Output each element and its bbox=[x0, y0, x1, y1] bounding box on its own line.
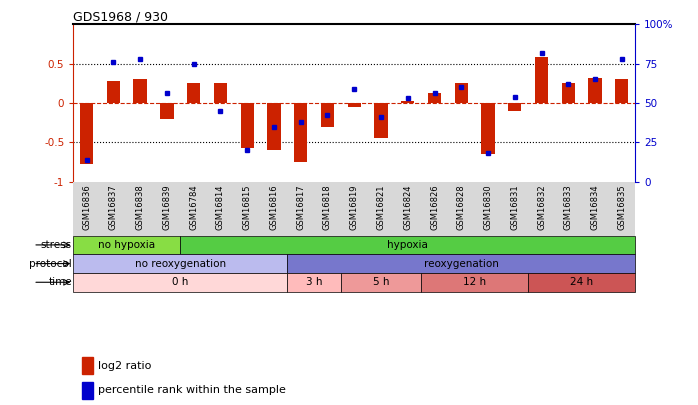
Bar bbox=[73, 273, 288, 292]
Bar bbox=[82, 382, 93, 399]
Text: GSM16824: GSM16824 bbox=[403, 184, 413, 230]
Text: GSM16831: GSM16831 bbox=[510, 184, 519, 230]
Text: 3 h: 3 h bbox=[306, 277, 322, 287]
Text: GSM16818: GSM16818 bbox=[323, 184, 332, 230]
Bar bbox=[401, 101, 415, 103]
Text: GDS1968 / 930: GDS1968 / 930 bbox=[73, 10, 168, 23]
Bar bbox=[615, 79, 628, 103]
Bar bbox=[107, 81, 120, 103]
Text: no hypoxia: no hypoxia bbox=[98, 240, 156, 250]
Bar bbox=[341, 273, 421, 292]
Bar bbox=[161, 103, 174, 119]
Text: 12 h: 12 h bbox=[463, 277, 487, 287]
Text: no reoxygenation: no reoxygenation bbox=[135, 258, 226, 269]
Bar bbox=[482, 103, 495, 154]
Bar bbox=[288, 254, 635, 273]
Bar bbox=[562, 83, 575, 103]
Text: GSM16826: GSM16826 bbox=[430, 184, 439, 230]
Bar bbox=[73, 236, 180, 254]
Bar bbox=[288, 273, 341, 292]
Text: GSM16838: GSM16838 bbox=[135, 184, 144, 230]
Bar bbox=[348, 103, 361, 107]
Bar bbox=[82, 357, 93, 374]
Text: protocol: protocol bbox=[29, 258, 72, 269]
Bar bbox=[428, 94, 441, 103]
Bar bbox=[180, 236, 635, 254]
Text: stress: stress bbox=[40, 240, 72, 250]
Text: percentile rank within the sample: percentile rank within the sample bbox=[98, 385, 286, 395]
Text: GSM16834: GSM16834 bbox=[591, 184, 600, 230]
Text: GSM16819: GSM16819 bbox=[350, 184, 359, 230]
Text: GSM16817: GSM16817 bbox=[296, 184, 305, 230]
Text: 0 h: 0 h bbox=[172, 277, 188, 287]
Bar bbox=[133, 79, 147, 103]
Bar bbox=[528, 273, 635, 292]
Text: GSM16784: GSM16784 bbox=[189, 184, 198, 230]
Bar bbox=[73, 254, 288, 273]
Bar bbox=[294, 103, 307, 162]
Text: reoxygenation: reoxygenation bbox=[424, 258, 498, 269]
Text: 24 h: 24 h bbox=[570, 277, 593, 287]
Text: GSM16836: GSM16836 bbox=[82, 184, 91, 230]
Text: time: time bbox=[48, 277, 72, 287]
Bar bbox=[80, 103, 94, 164]
Text: GSM16837: GSM16837 bbox=[109, 184, 118, 230]
Bar bbox=[187, 83, 200, 103]
Bar bbox=[267, 103, 281, 150]
Bar bbox=[535, 58, 548, 103]
Bar bbox=[241, 103, 254, 148]
Bar bbox=[421, 273, 528, 292]
Text: GSM16830: GSM16830 bbox=[484, 184, 493, 230]
Text: GSM16815: GSM16815 bbox=[243, 184, 252, 230]
Bar bbox=[454, 83, 468, 103]
Text: GSM16833: GSM16833 bbox=[564, 184, 573, 230]
Bar bbox=[321, 103, 334, 126]
Text: GSM16814: GSM16814 bbox=[216, 184, 225, 230]
Bar bbox=[374, 103, 387, 138]
Text: GSM16821: GSM16821 bbox=[376, 184, 385, 230]
Text: hypoxia: hypoxia bbox=[387, 240, 428, 250]
Text: GSM16816: GSM16816 bbox=[269, 184, 279, 230]
Text: log2 ratio: log2 ratio bbox=[98, 361, 151, 371]
Text: GSM16828: GSM16828 bbox=[456, 184, 466, 230]
Bar bbox=[588, 78, 602, 103]
Text: GSM16839: GSM16839 bbox=[163, 184, 172, 230]
Bar bbox=[508, 103, 521, 111]
Text: GSM16832: GSM16832 bbox=[537, 184, 546, 230]
Text: GSM16835: GSM16835 bbox=[617, 184, 626, 230]
Text: 5 h: 5 h bbox=[373, 277, 389, 287]
Bar bbox=[214, 83, 227, 103]
